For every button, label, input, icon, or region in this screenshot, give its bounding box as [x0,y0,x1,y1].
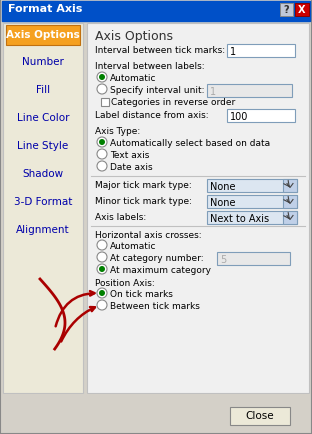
Text: Format Axis: Format Axis [8,4,82,14]
Text: None: None [210,181,236,191]
Bar [3,24,83,393]
FancyArrowPatch shape [61,307,95,342]
Text: Alignment: Alignment [16,224,70,234]
Text: Fill: Fill [36,85,50,95]
Bar [101,99,109,107]
Bar [207,211,297,224]
Bar [207,196,297,208]
Text: Label distance from axis:: Label distance from axis: [95,111,209,120]
Text: Interval between tick marks:: Interval between tick marks: [95,46,225,55]
Circle shape [97,138,107,148]
Bar [207,85,292,98]
Text: 3-D Format: 3-D Format [14,197,72,207]
Text: Between tick marks: Between tick marks [110,301,200,310]
Bar [207,180,297,193]
Bar [217,253,290,265]
Text: None: None [210,197,236,207]
Circle shape [97,288,107,298]
Bar [295,4,309,17]
Circle shape [97,240,107,250]
Text: Axis Type:: Axis Type: [95,127,140,136]
Text: ?: ? [283,5,289,15]
Text: On tick marks: On tick marks [110,289,173,298]
Bar [280,4,293,17]
Circle shape [97,150,107,160]
Circle shape [97,300,107,310]
Text: Number: Number [22,57,64,67]
Text: Automatically select based on data: Automatically select based on data [110,139,270,148]
Text: Axis Options: Axis Options [95,30,173,43]
Text: Horizontal axis crosses:: Horizontal axis crosses: [95,230,202,240]
Circle shape [97,85,107,95]
Circle shape [97,73,107,83]
Circle shape [99,75,105,81]
Bar [283,211,297,224]
Text: X: X [298,5,306,15]
Circle shape [99,266,105,273]
Text: Axis Options: Axis Options [6,30,80,40]
Text: Line Style: Line Style [17,141,69,151]
Bar [227,45,295,58]
Bar [283,180,297,193]
Text: 1: 1 [210,87,216,97]
Text: 5: 5 [220,254,226,264]
Bar [230,407,290,425]
Text: Interval between labels:: Interval between labels: [95,62,205,71]
Circle shape [97,161,107,171]
Text: 100: 100 [230,112,248,122]
Text: Text axis: Text axis [110,151,149,160]
Text: Major tick mark type:: Major tick mark type: [95,181,192,190]
Bar [283,196,297,208]
Circle shape [99,140,105,146]
Text: Next to Axis: Next to Axis [210,214,269,224]
Text: Axis labels:: Axis labels: [95,213,146,221]
Text: Line Color: Line Color [17,113,69,123]
Circle shape [97,253,107,263]
Text: Categories in reverse order: Categories in reverse order [111,98,235,107]
Bar [6,26,80,46]
Bar [2,2,310,22]
Text: Position Axis:: Position Axis: [95,278,155,287]
Text: At category number:: At category number: [110,253,204,263]
Text: Date axis: Date axis [110,163,153,171]
Bar [2,394,310,432]
Text: Shadow: Shadow [22,169,64,178]
Text: Minor tick mark type:: Minor tick mark type: [95,197,192,206]
FancyArrowPatch shape [56,292,95,326]
Text: Automatic: Automatic [110,241,157,250]
Text: Specify interval unit:: Specify interval unit: [110,86,204,95]
Text: At maximum category: At maximum category [110,265,211,274]
Text: Close: Close [246,410,274,420]
Circle shape [97,264,107,274]
Bar [227,110,295,123]
Text: Automatic: Automatic [110,74,157,83]
Text: 1: 1 [230,47,236,57]
Bar [87,24,309,393]
Circle shape [99,290,105,296]
